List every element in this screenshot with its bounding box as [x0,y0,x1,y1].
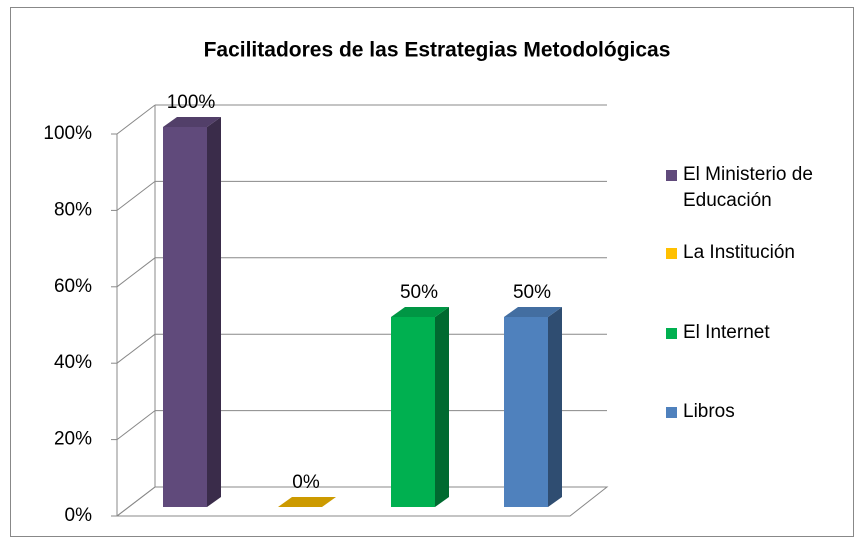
legend-label: Libros [683,401,735,422]
legend-entry: El Ministerio de Educación [662,162,852,214]
legend-swatch [666,248,677,259]
grid-line-side [116,104,156,135]
grid-line-side [116,181,156,211]
data-label: 0% [292,472,320,493]
y-tick-label: 80% [54,199,92,220]
y-tick-label: 60% [54,276,92,297]
bar-top [391,307,449,317]
data-label: 100% [167,92,216,113]
grid-line-side [116,257,156,288]
bar-front [504,317,548,507]
bar-side [207,117,221,507]
y-tick-label: 100% [43,123,92,144]
legend-label: El Internet [683,322,770,343]
legend-swatch [666,407,677,418]
chart-title: Facilitadores de las Estrategias Metodol… [204,39,671,62]
legend-label: El Ministerio de Educación [683,164,813,211]
bar-top [163,117,221,127]
data-label: 50% [400,282,438,303]
bar-front [163,127,207,507]
bar-front [391,317,435,507]
legend-swatch [666,328,677,339]
data-label: 50% [513,282,551,303]
bar-top [504,307,562,317]
bar-side [435,307,449,507]
grid-line-side [116,410,156,440]
grid-line-side [116,486,156,517]
legend-entry: El Internet [662,320,852,346]
legend-label: La Institución [683,242,795,263]
bar-top [278,497,336,507]
bar-side [548,307,562,507]
y-tick-label: 20% [54,429,92,450]
grid-line-side [116,333,156,364]
legend-swatch [666,170,677,181]
legend-entry: La Institución [662,240,852,266]
y-tick-label: 40% [54,352,92,373]
y-tick-label: 0% [65,505,93,526]
legend-entry: Libros [662,399,852,425]
